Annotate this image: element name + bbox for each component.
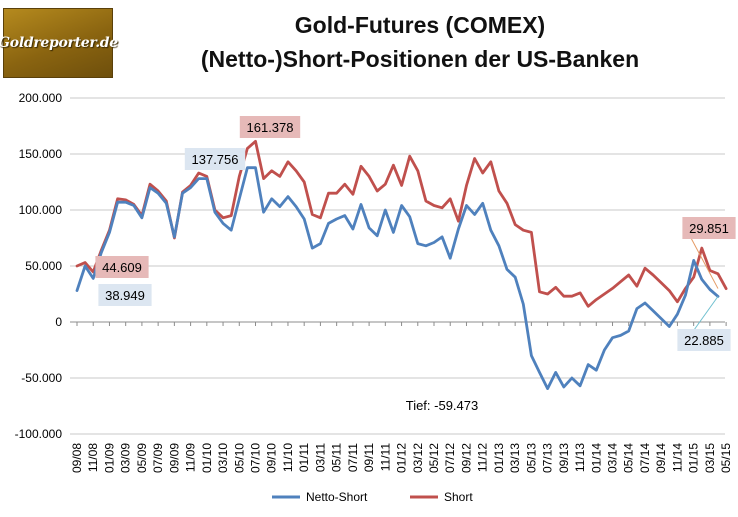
callout-box xyxy=(184,148,246,170)
legend: Netto-Short Short xyxy=(272,490,473,504)
x-tick-label: 05/11 xyxy=(330,443,344,472)
x-tick-label: 09/10 xyxy=(265,443,279,473)
callout-38-949: 38.949 xyxy=(98,284,152,306)
x-tick-label: 09/08 xyxy=(70,443,84,473)
x-tick-label: 11/12 xyxy=(476,443,490,472)
x-tick-label: 03/11 xyxy=(313,443,327,472)
callout-label: 22.885 xyxy=(684,333,724,348)
callout-label: Tief: -59.473 xyxy=(406,398,479,413)
goldreporter-logo: Goldreporter.de xyxy=(0,8,118,78)
callout-leader-line xyxy=(690,237,719,289)
x-tick-label: 03/10 xyxy=(216,443,230,473)
data-callouts: 161.378 137.756 44.609 38.949 29.851 22.885 Ti… xyxy=(95,116,736,413)
x-tick-label: 07/11 xyxy=(346,443,360,472)
x-tick-label: 05/12 xyxy=(427,443,441,473)
legend-label: Netto-Short xyxy=(306,490,368,504)
y-axis-tick-labels: -100.000 -50.000 0 50.000 100.000 150.000 200.… xyxy=(15,91,63,441)
x-tick-label: 03/14 xyxy=(606,443,620,473)
x-tick-label: 01/11 xyxy=(297,443,311,472)
callout-137-756: 137.756 xyxy=(184,148,246,170)
x-tick-label: 05/13 xyxy=(524,443,538,473)
y-tick-label: 50.000 xyxy=(25,259,62,273)
x-tick-label: 03/15 xyxy=(703,443,717,473)
x-tick-label: 05/15 xyxy=(719,443,733,473)
callout-44-609: 44.609 xyxy=(95,256,149,278)
x-tick-label: 11/08 xyxy=(86,443,100,472)
x-tick-label: 01/15 xyxy=(687,443,701,473)
series-lines xyxy=(75,139,728,391)
callout-box xyxy=(682,217,736,239)
x-tick-label: 11/09 xyxy=(184,443,198,472)
legend-entry-short: Short xyxy=(410,490,473,504)
callout-label: 161.378 xyxy=(247,120,294,135)
x-tick-label: 03/12 xyxy=(411,443,425,473)
x-tick-label: 01/10 xyxy=(200,443,214,473)
x-tick-label: 07/12 xyxy=(443,443,457,473)
x-tick-label: 07/13 xyxy=(541,443,555,473)
x-tick-label: 07/09 xyxy=(151,443,165,473)
x-tick-label: 05/09 xyxy=(135,443,149,473)
legend-label: Short xyxy=(444,490,473,504)
callout-161-378: 161.378 xyxy=(239,116,301,138)
callout-label: 38.949 xyxy=(105,288,145,303)
callout-box xyxy=(98,284,152,306)
x-tick-label: 01/09 xyxy=(102,443,116,473)
x-tick-label: 05/10 xyxy=(232,443,246,473)
callout-Tief-59-473: Tief: -59.473 xyxy=(406,398,479,413)
callout-box xyxy=(239,116,301,138)
callout-leader-line xyxy=(693,296,719,331)
callout-label: 44.609 xyxy=(102,260,142,275)
x-tick-label: 09/14 xyxy=(654,443,668,473)
x-tick-label: 05/14 xyxy=(622,443,636,473)
x-axis xyxy=(70,321,727,326)
callout-box xyxy=(95,256,149,278)
x-tick-label: 07/10 xyxy=(249,443,263,473)
y-tick-label: -100.000 xyxy=(15,427,63,441)
legend-entry-netto-short: Netto-Short xyxy=(272,490,368,504)
x-tick-label: 01/14 xyxy=(589,443,603,473)
x-tick-label: 11/14 xyxy=(670,443,684,472)
x-tick-label: 01/12 xyxy=(395,443,409,473)
x-tick-label: 03/09 xyxy=(119,443,133,473)
x-tick-label: 07/14 xyxy=(638,443,652,473)
chart-title: Gold-Futures (COMEX) (Netto-)Short-Posit… xyxy=(120,8,720,76)
chart-title-line-2: (Netto-)Short-Positionen der US-Banken xyxy=(200,46,640,72)
y-tick-label: 200.000 xyxy=(19,91,63,105)
x-tick-label: 01/13 xyxy=(492,443,506,473)
y-tick-label: -50.000 xyxy=(21,371,62,385)
x-tick-label: 09/11 xyxy=(362,443,376,472)
callout-box xyxy=(677,329,731,351)
x-tick-label: 11/13 xyxy=(573,443,587,472)
callout-label: 137.756 xyxy=(192,152,239,167)
x-tick-label: 09/13 xyxy=(557,443,571,473)
x-tick-label: 11/11 xyxy=(378,443,392,472)
series-line-short xyxy=(75,139,728,308)
x-tick-label: 09/09 xyxy=(167,443,181,473)
x-tick-label: 09/12 xyxy=(459,443,473,473)
callout-22-885: 22.885 xyxy=(677,296,731,351)
gridlines xyxy=(70,97,725,435)
logo-text: Goldreporter.de xyxy=(0,35,118,51)
callout-label: 29.851 xyxy=(689,221,729,236)
y-tick-label: 0 xyxy=(55,315,62,329)
x-tick-label: 03/13 xyxy=(508,443,522,473)
x-axis-tick-labels: 09/08 11/08 01/09 03/09 05/09 07/09 09/09 11/09… xyxy=(70,443,733,473)
y-tick-label: 100.000 xyxy=(19,203,63,217)
chart-title-line-1: Gold-Futures (COMEX) xyxy=(294,12,546,38)
series-line-netto-short xyxy=(75,166,720,391)
callout-29-851: 29.851 xyxy=(682,217,736,289)
x-tick-label: 11/10 xyxy=(281,443,295,472)
y-tick-label: 150.000 xyxy=(19,147,63,161)
